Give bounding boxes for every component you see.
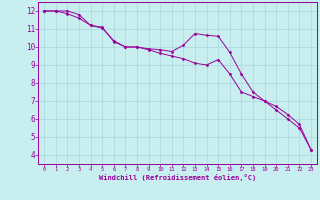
X-axis label: Windchill (Refroidissement éolien,°C): Windchill (Refroidissement éolien,°C) xyxy=(99,174,256,181)
